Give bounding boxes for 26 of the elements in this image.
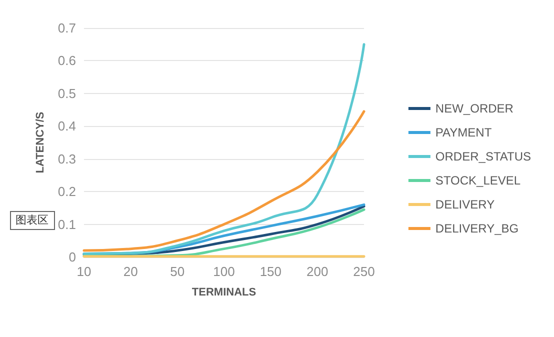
legend-label: DELIVERY_BG xyxy=(435,222,519,236)
y-tick-label: 0.3 xyxy=(58,151,76,166)
x-axis-title: TERMINALS xyxy=(192,286,256,298)
y-tick-label: 0.1 xyxy=(58,216,76,232)
legend-label: DELIVERY xyxy=(435,198,495,212)
line-series xyxy=(82,110,366,252)
y-tick-label: 0 xyxy=(68,250,76,264)
legend-label: ORDER_STATUS xyxy=(435,150,532,164)
y-tick-label: 0.4 xyxy=(58,118,76,134)
legend-label: NEW_ORDER xyxy=(435,102,514,116)
y-tick-label: 0.2 xyxy=(58,184,76,200)
x-tick-label: 20 xyxy=(123,264,138,279)
x-tick-label: 100 xyxy=(213,264,235,279)
x-tick-label: 250 xyxy=(353,264,375,279)
x-tick-label: 150 xyxy=(260,264,282,279)
y-tick-label: 0.6 xyxy=(58,53,76,68)
y-tick-label: 0.5 xyxy=(58,86,76,101)
y-tick-label: 0.7 xyxy=(58,20,76,36)
text: 图表区 xyxy=(16,214,48,226)
x-tick-label: 200 xyxy=(306,264,328,279)
legend-label: PAYMENT xyxy=(435,126,492,140)
legend-label: STOCK_LEVEL xyxy=(435,174,521,188)
x-tick-label: 10 xyxy=(76,264,92,279)
line-series xyxy=(82,43,366,255)
y-axis-title: LATENCY/S xyxy=(34,112,46,174)
x-tick-label: 50 xyxy=(170,264,185,279)
